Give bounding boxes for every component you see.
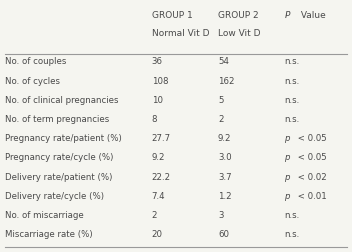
Text: p: p [284, 134, 290, 143]
Text: No. of couples: No. of couples [5, 57, 66, 67]
Text: p: p [284, 153, 290, 163]
Text: p: p [284, 192, 290, 201]
Text: Delivery rate/cycle (%): Delivery rate/cycle (%) [5, 192, 104, 201]
Text: < 0.05: < 0.05 [295, 153, 327, 163]
Text: Pregnancy rate/cycle (%): Pregnancy rate/cycle (%) [5, 153, 113, 163]
Text: No. of term pregnancies: No. of term pregnancies [5, 115, 109, 124]
Text: Delivery rate/patient (%): Delivery rate/patient (%) [5, 173, 112, 182]
Text: 3.7: 3.7 [218, 173, 232, 182]
Text: 36: 36 [152, 57, 163, 67]
Text: Value: Value [297, 11, 325, 20]
Text: < 0.02: < 0.02 [295, 173, 327, 182]
Text: 9.2: 9.2 [152, 153, 165, 163]
Text: 2: 2 [152, 211, 157, 220]
Text: < 0.05: < 0.05 [295, 134, 327, 143]
Text: No. of cycles: No. of cycles [5, 77, 60, 86]
Text: GROUP 2: GROUP 2 [218, 11, 258, 20]
Text: 162: 162 [218, 77, 234, 86]
Text: 108: 108 [152, 77, 168, 86]
Text: < 0.01: < 0.01 [295, 192, 327, 201]
Text: 60: 60 [218, 230, 229, 239]
Text: No. of clinical pregnancies: No. of clinical pregnancies [5, 96, 118, 105]
Text: n.s.: n.s. [284, 211, 300, 220]
Text: n.s.: n.s. [284, 115, 300, 124]
Text: n.s.: n.s. [284, 96, 300, 105]
Text: 1.2: 1.2 [218, 192, 232, 201]
Text: 8: 8 [152, 115, 157, 124]
Text: 3.0: 3.0 [218, 153, 232, 163]
Text: 27.7: 27.7 [152, 134, 171, 143]
Text: p: p [284, 173, 290, 182]
Text: 10: 10 [152, 96, 163, 105]
Text: No. of miscarriage: No. of miscarriage [5, 211, 84, 220]
Text: Miscarriage rate (%): Miscarriage rate (%) [5, 230, 93, 239]
Text: 2: 2 [218, 115, 224, 124]
Text: P: P [284, 11, 290, 20]
Text: Low Vit D: Low Vit D [218, 29, 260, 38]
Text: n.s.: n.s. [284, 57, 300, 67]
Text: 7.4: 7.4 [152, 192, 165, 201]
Text: 9.2: 9.2 [218, 134, 231, 143]
Text: n.s.: n.s. [284, 230, 300, 239]
Text: GROUP 1: GROUP 1 [152, 11, 192, 20]
Text: 5: 5 [218, 96, 224, 105]
Text: 22.2: 22.2 [152, 173, 171, 182]
Text: n.s.: n.s. [284, 77, 300, 86]
Text: Pregnancy rate/patient (%): Pregnancy rate/patient (%) [5, 134, 122, 143]
Text: 54: 54 [218, 57, 229, 67]
Text: 20: 20 [152, 230, 163, 239]
Text: Normal Vit D: Normal Vit D [152, 29, 209, 38]
Text: 3: 3 [218, 211, 224, 220]
